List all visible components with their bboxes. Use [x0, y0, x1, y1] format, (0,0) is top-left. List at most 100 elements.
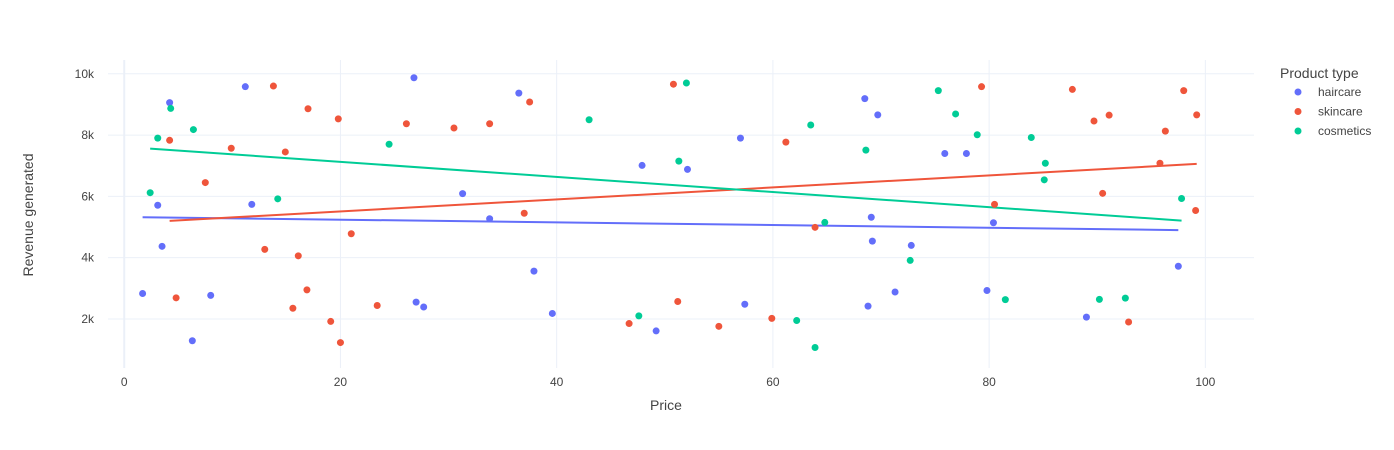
point-haircare: [868, 237, 876, 245]
point-cosmetics: [811, 343, 819, 351]
point-skincare: [486, 120, 494, 128]
legend-label-haircare: haircare: [1318, 85, 1362, 99]
point-cosmetics: [1121, 294, 1129, 302]
x-tick-label: 40: [550, 375, 564, 389]
point-skincare: [303, 286, 311, 294]
point-haircare: [983, 286, 991, 294]
point-skincare: [289, 304, 297, 312]
x-tick-labels: 0 20 40 60 80 100: [121, 375, 1216, 389]
point-haircare: [741, 300, 749, 308]
point-skincare: [1090, 117, 1098, 125]
point-cosmetics: [934, 87, 942, 95]
point-skincare: [1068, 85, 1076, 93]
point-skincare: [1125, 318, 1133, 326]
x-tick-label: 80: [982, 375, 996, 389]
point-skincare: [201, 179, 209, 187]
point-skincare: [281, 148, 289, 156]
point-haircare: [207, 291, 215, 299]
point-skincare: [1193, 111, 1201, 119]
point-haircare: [515, 89, 523, 97]
point-haircare: [241, 83, 249, 91]
point-cosmetics: [1178, 195, 1186, 203]
point-haircare: [459, 190, 467, 198]
point-skincare: [782, 138, 790, 146]
point-skincare: [450, 124, 458, 132]
point-skincare: [1180, 87, 1188, 95]
point-haircare: [874, 111, 882, 119]
y-tick-labels: 2k 4k 6k 8k 10k: [75, 67, 95, 326]
point-haircare: [486, 215, 494, 223]
point-cosmetics: [952, 110, 960, 118]
point-skincare: [1099, 189, 1107, 197]
point-skincare: [327, 317, 335, 325]
point-cosmetics: [189, 126, 197, 134]
x-tick-label: 20: [334, 375, 348, 389]
point-cosmetics: [793, 316, 801, 324]
point-cosmetics: [146, 189, 154, 197]
point-skincare: [768, 314, 776, 322]
legend: Product type haircare skincare cosmetics: [1280, 65, 1371, 138]
point-haircare: [548, 309, 556, 317]
data-points: [139, 74, 1201, 351]
point-skincare: [261, 245, 269, 253]
point-cosmetics: [1027, 134, 1035, 142]
point-skincare: [1105, 111, 1113, 119]
point-haircare: [683, 165, 691, 173]
y-tick-label: 10k: [75, 67, 95, 81]
point-skincare: [991, 200, 999, 208]
point-haircare: [638, 161, 646, 169]
point-haircare: [907, 241, 915, 249]
point-cosmetics: [154, 134, 162, 142]
legend-marker-haircare: [1294, 88, 1302, 96]
point-haircare: [154, 201, 162, 209]
point-haircare: [867, 213, 875, 221]
point-haircare: [941, 149, 949, 157]
legend-marker-cosmetics: [1294, 127, 1302, 135]
point-cosmetics: [1040, 176, 1048, 184]
point-skincare: [334, 115, 342, 123]
point-skincare: [1156, 159, 1164, 167]
legend-title: Product type: [1280, 65, 1359, 81]
point-haircare: [989, 219, 997, 227]
point-haircare: [1174, 262, 1182, 270]
point-skincare: [520, 209, 528, 217]
x-tick-label: 60: [766, 375, 780, 389]
y-tick-label: 4k: [81, 251, 95, 265]
point-skincare: [669, 80, 677, 88]
point-cosmetics: [1095, 295, 1103, 303]
point-haircare: [410, 74, 418, 82]
point-haircare: [864, 302, 872, 310]
point-skincare: [978, 83, 986, 91]
point-skincare: [294, 252, 302, 260]
point-haircare: [962, 149, 970, 157]
point-skincare: [625, 320, 633, 328]
x-tick-label: 100: [1195, 375, 1215, 389]
point-cosmetics: [682, 79, 690, 87]
point-skincare: [674, 297, 682, 305]
point-haircare: [248, 200, 256, 208]
trendlines: [142, 147, 1197, 232]
point-cosmetics: [1041, 159, 1049, 167]
point-skincare: [347, 230, 355, 238]
point-skincare: [402, 120, 410, 128]
y-tick-label: 6k: [81, 189, 95, 203]
point-skincare: [227, 144, 235, 152]
point-skincare: [336, 339, 344, 347]
point-cosmetics: [385, 140, 393, 148]
trendline-cosmetics: [150, 147, 1182, 222]
y-tick-label: 8k: [81, 128, 95, 142]
legend-label-cosmetics: cosmetics: [1318, 124, 1371, 138]
point-skincare: [166, 136, 174, 144]
point-haircare: [188, 337, 196, 345]
x-tick-label: 0: [121, 375, 128, 389]
point-skincare: [1161, 127, 1169, 135]
point-haircare: [166, 99, 174, 107]
point-haircare: [736, 134, 744, 142]
point-cosmetics: [821, 218, 829, 226]
point-skincare: [304, 105, 312, 113]
point-cosmetics: [862, 146, 870, 154]
point-haircare: [891, 288, 899, 296]
point-haircare: [530, 267, 538, 275]
point-haircare: [158, 242, 166, 250]
point-cosmetics: [585, 116, 593, 124]
